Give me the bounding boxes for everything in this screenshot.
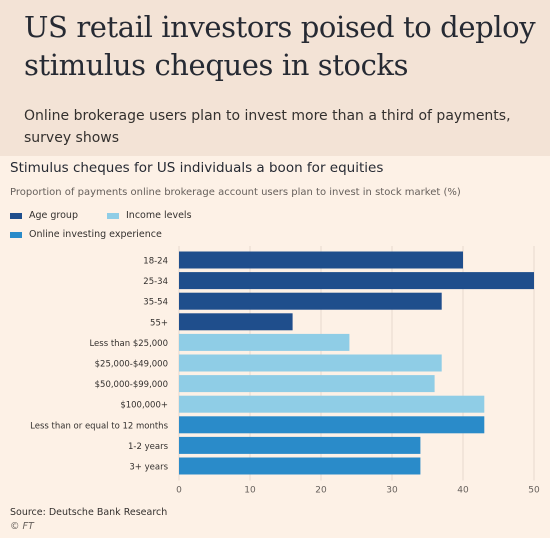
- legend-label-income-levels: Income levels: [126, 210, 192, 221]
- source-note: Source: Deutsche Bank Research: [10, 507, 168, 518]
- category-label: Less than or equal to 12 months: [30, 421, 168, 431]
- legend-item-online-experience: Online investing experience: [10, 229, 162, 240]
- x-tick-label: 10: [244, 486, 256, 496]
- category-label: 18-24: [143, 257, 168, 267]
- category-label: 1-2 years: [128, 442, 169, 452]
- category-label: $25,000-$49,000: [95, 360, 168, 370]
- x-tick-label: 20: [315, 486, 327, 496]
- category-label: $50,000-$99,000: [95, 380, 168, 390]
- legend-swatch-income-levels: [107, 212, 119, 219]
- category-label: 25-34: [143, 277, 168, 287]
- chart-subtitle: Proportion of payments online brokerage …: [10, 187, 461, 198]
- bar: [179, 272, 534, 290]
- legend-swatch-age-group: [10, 212, 22, 219]
- x-tick-label: 40: [457, 486, 469, 496]
- headline: US retail investors poised to deploy sti…: [24, 10, 536, 82]
- standfirst: Online brokerage users plan to invest mo…: [24, 108, 511, 146]
- bar: [179, 313, 293, 331]
- bar: [179, 333, 350, 351]
- chart-title: Stimulus cheques for US individuals a bo…: [10, 160, 384, 176]
- bar: [179, 416, 485, 434]
- category-label: $100,000+: [120, 401, 168, 411]
- legend-label-online-experience: Online investing experience: [29, 229, 162, 240]
- category-label: 3+ years: [129, 463, 168, 473]
- category-label: 55+: [150, 318, 168, 328]
- legend-item-income-levels: Income levels: [107, 210, 192, 221]
- legend-swatch-online-experience: [10, 231, 22, 238]
- category-label: 35-54: [143, 298, 168, 308]
- bar: [179, 354, 442, 372]
- bar-chart: 0 10 20 30 40 50 18-24 25-34 35-54 55+ Less than $…: [30, 246, 540, 496]
- bar: [179, 395, 485, 413]
- bar: [179, 375, 435, 393]
- legend-item-age-group: Age group: [10, 210, 78, 221]
- bar: [179, 436, 421, 454]
- x-tick-label: 50: [528, 486, 540, 496]
- legend-label-age-group: Age group: [29, 210, 78, 221]
- header-band: [0, 0, 550, 156]
- bar: [179, 251, 463, 269]
- bar: [179, 292, 442, 310]
- category-label: Less than $25,000: [89, 339, 168, 349]
- x-tick-label: 30: [386, 486, 398, 496]
- ft-credit: © FT: [10, 521, 34, 532]
- bar: [179, 457, 421, 475]
- x-tick-label: 0: [176, 486, 182, 496]
